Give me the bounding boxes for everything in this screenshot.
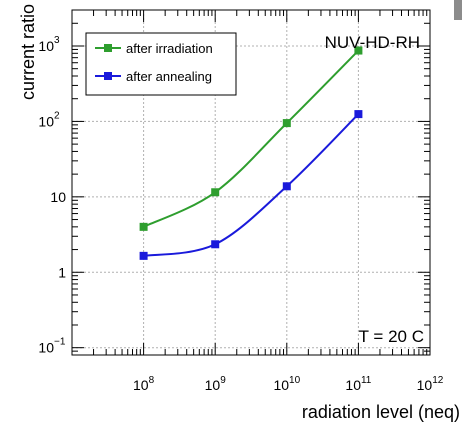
svg-text:10: 10 (38, 340, 54, 356)
legend: after irradiation after annealing (85, 32, 237, 96)
y-tick-label: 10 2 (38, 110, 60, 129)
x-tick-label: 1011 (345, 375, 371, 393)
svg-text:1: 1 (58, 264, 66, 280)
series-2-point (282, 182, 291, 191)
series-1-point (211, 188, 220, 197)
series-line-2 (143, 113, 360, 257)
axis-ticks (71, 9, 431, 356)
x-tick-labels: 108 109 1010 1011 1012 (133, 375, 444, 393)
series-2-point (211, 240, 220, 249)
y-tick-label: 10 −1 (38, 337, 65, 356)
chart-title: NUV-HD-RH (325, 33, 420, 52)
x-tick-label: 108 (133, 375, 155, 393)
series-2-point (354, 110, 363, 119)
legend-marker (104, 44, 112, 52)
legend-item: after annealing (95, 69, 212, 84)
series-2-point (139, 251, 148, 260)
svg-text:10: 10 (50, 189, 66, 205)
svg-text:2: 2 (54, 110, 60, 121)
x-tick-label: 109 (205, 375, 227, 393)
x-tick-label: 1012 (417, 375, 444, 393)
x-tick-label: 1010 (273, 375, 300, 393)
series-1-point (139, 222, 148, 231)
svg-text:−1: −1 (54, 337, 66, 348)
x-axis-label: radiation level (neq) (302, 402, 460, 422)
series-group (139, 46, 363, 260)
series-1-point (354, 46, 363, 55)
window-edge-tab (454, 0, 462, 20)
legend-box (85, 32, 237, 96)
y-tick-label: 1 (58, 264, 66, 280)
series-1-point (282, 119, 291, 128)
legend-label: after annealing (126, 69, 212, 84)
y-tick-label: 10 (50, 189, 66, 205)
svg-text:10: 10 (38, 113, 54, 129)
svg-text:3: 3 (54, 35, 60, 46)
y-axis-label: current ratio (18, 4, 38, 100)
legend-item: after irradiation (95, 41, 213, 56)
legend-label: after irradiation (126, 41, 213, 56)
legend-marker (104, 72, 112, 80)
temperature-annotation: T = 20 C (359, 327, 424, 346)
y-tick-label: 10 3 (38, 35, 60, 54)
svg-text:10: 10 (38, 38, 54, 54)
series-line-1 (143, 49, 360, 228)
